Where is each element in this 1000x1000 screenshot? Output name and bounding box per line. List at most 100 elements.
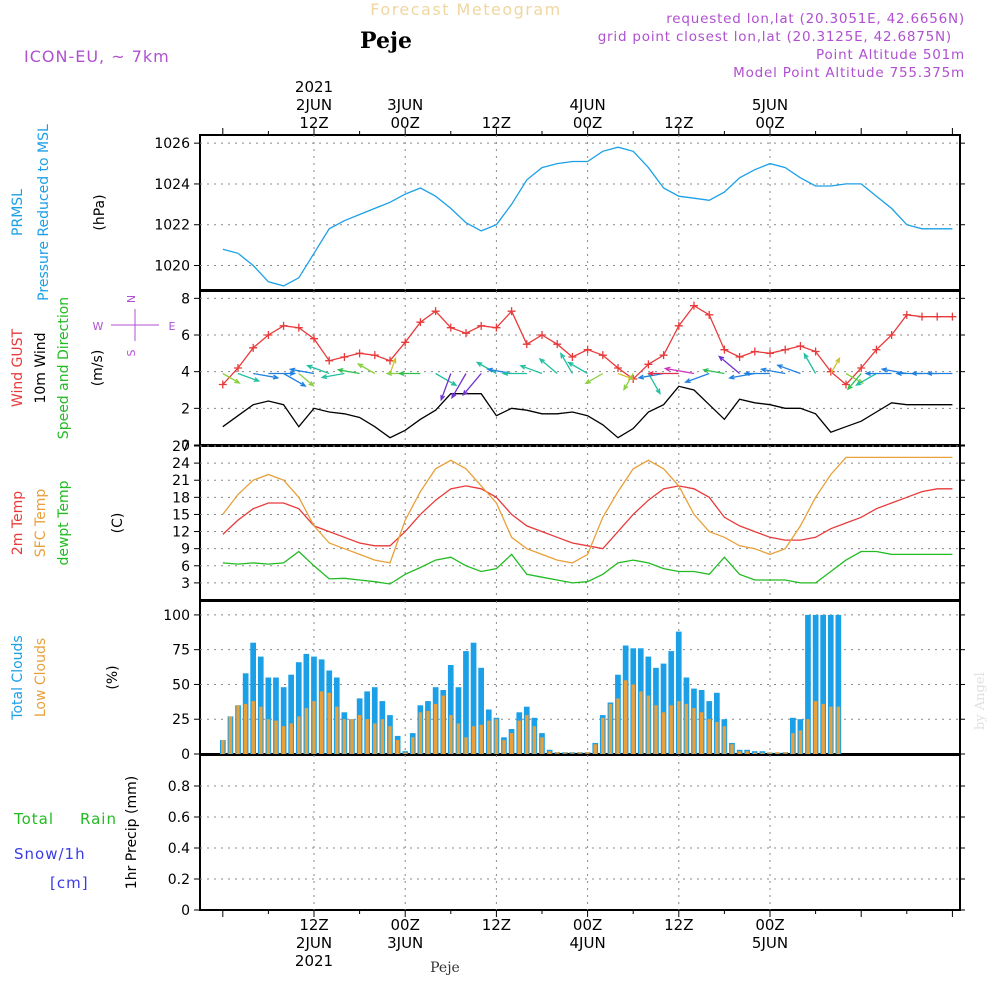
gust-marker: [370, 351, 379, 360]
gust-marker: [325, 356, 334, 365]
bar-low-clouds: [243, 703, 248, 754]
y-tick-label: 1020: [154, 259, 190, 275]
gust-marker: [705, 310, 714, 319]
time-label-hour: 12Z: [664, 916, 693, 934]
bar-total-clouds: [273, 677, 279, 754]
bar-low-clouds: [547, 751, 552, 754]
compass-rose: N S W E: [93, 295, 176, 357]
y-axis-label: Pressure Reduced to MSL: [36, 124, 52, 301]
y-tick-label: 4: [181, 365, 190, 381]
wind-arrow: [538, 357, 558, 374]
bar-low-clouds: [737, 751, 742, 754]
time-label-hour: 00Z: [391, 916, 420, 934]
bar-low-clouds: [699, 712, 704, 754]
time-label-date: 2JUN: [296, 96, 332, 114]
bar-low-clouds: [259, 706, 263, 754]
y-tick-label: 15: [172, 507, 190, 523]
precip-legend-label: Snow/1h: [14, 845, 86, 863]
gust-marker: [902, 310, 911, 319]
time-label-year: 2021: [295, 78, 333, 96]
gust-marker: [826, 367, 835, 376]
y-tick-label: 21: [172, 473, 190, 489]
wind-arrow: [743, 370, 770, 377]
y-axis-label: (hPa): [92, 194, 108, 230]
bar-low-clouds: [471, 726, 476, 754]
y-axis-label: 10m Wind: [33, 332, 49, 403]
y-tick-label: 0.2: [168, 872, 190, 888]
bar-total-clouds: [288, 674, 294, 754]
gust-marker: [310, 334, 318, 343]
wind-arrow: [846, 373, 862, 391]
gust-marker: [781, 345, 790, 354]
gust-marker: [948, 312, 957, 321]
wind-arrow: [728, 372, 755, 380]
gust-marker: [887, 331, 896, 339]
time-label-date: 5JUN: [752, 96, 788, 114]
wind-arrow: [567, 361, 588, 375]
wind-arrow: [298, 373, 315, 387]
bar-low-clouds: [593, 744, 597, 754]
gust-marker: [766, 349, 774, 358]
bar-total-clouds: [668, 651, 675, 754]
bar-total-clouds: [447, 665, 454, 754]
bar-low-clouds: [228, 716, 233, 754]
bar-low-clouds: [532, 726, 537, 754]
requested-coords: requested lon,lat (20.3051E, 42.6656N): [666, 11, 965, 27]
gust-marker: [462, 329, 470, 338]
gust-marker: [918, 312, 926, 321]
bar-low-clouds: [289, 723, 293, 754]
bar-total-clouds: [820, 614, 826, 754]
panel-pressure: 1020 1022 1024 1026 PRMSL Pressure Reduced to…: [10, 124, 965, 301]
model-label: ICON-EU, ~ 7km: [24, 47, 170, 66]
location-title: Peje: [360, 28, 412, 54]
wind-arrow: [336, 367, 360, 375]
gust-marker: [690, 301, 698, 310]
bar-low-clouds: [304, 708, 309, 754]
series-line-dewpt Temp: [222, 550, 953, 585]
bar-total-clouds: [463, 651, 469, 754]
y-tick-label: 0: [181, 438, 190, 454]
wind-arrow: [855, 372, 877, 386]
bar-low-clouds: [525, 715, 529, 754]
bar-low-clouds: [365, 719, 369, 754]
bar-low-clouds: [722, 726, 727, 754]
bar-total-clouds: [812, 614, 819, 754]
time-label-date: 3JUN: [387, 96, 423, 114]
bar-low-clouds: [623, 680, 628, 754]
panel-frame: [199, 754, 961, 911]
gust-marker: [234, 364, 242, 372]
bar-low-clouds: [342, 719, 347, 754]
gust-marker: [674, 321, 683, 330]
wind-arrow: [268, 370, 297, 377]
bar-low-clouds: [661, 712, 666, 754]
bar-low-clouds: [601, 717, 605, 754]
gust-marker: [294, 323, 303, 332]
y-tick-label: 0.4: [168, 841, 190, 857]
bar-total-clouds: [835, 614, 842, 754]
bar-total-clouds: [257, 656, 264, 754]
gust-marker: [842, 380, 850, 389]
series-line-wind: [222, 385, 953, 439]
y-axis-label: 2m Temp: [10, 491, 26, 555]
bar-low-clouds: [798, 730, 803, 754]
wind-arrow: [684, 372, 710, 383]
gust-marker: [750, 347, 759, 356]
y-tick-label: 24: [172, 456, 190, 472]
wind-arrow: [356, 363, 376, 375]
bar-low-clouds: [639, 691, 643, 754]
time-label-hour: 00Z: [755, 916, 784, 934]
gust-marker: [857, 364, 866, 372]
time-label-date: 3JUN: [387, 934, 423, 952]
wind-arrow: [637, 372, 664, 380]
bar-low-clouds: [829, 706, 833, 754]
time-label-hour: 12Z: [299, 114, 328, 132]
series-line-SFC Temp: [222, 456, 953, 564]
bar-total-clouds: [660, 663, 667, 754]
bar-low-clouds: [274, 720, 278, 754]
y-tick-label: 0: [181, 747, 190, 763]
bar-low-clouds: [327, 692, 331, 754]
point-altitude: Point Altitude 501m: [816, 47, 965, 63]
wind-arrow: [776, 364, 801, 375]
panel-wind: 0 2 4 6 8 Wind GUST 10m Wind Speed and Directio…: [10, 290, 965, 454]
